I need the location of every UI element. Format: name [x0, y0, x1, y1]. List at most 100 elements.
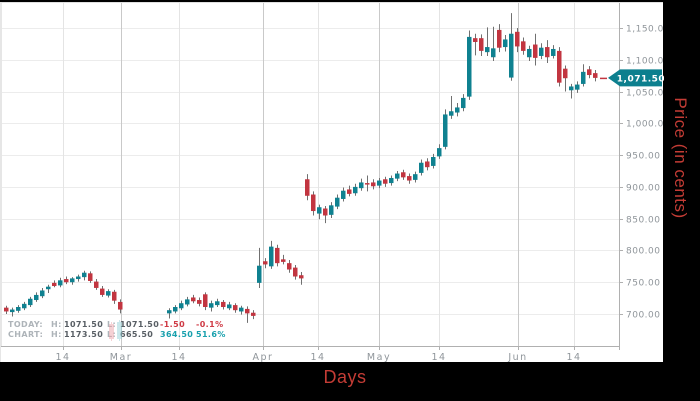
candle-up	[395, 173, 400, 179]
candle-up	[22, 303, 27, 309]
candle-down	[383, 179, 388, 184]
candle-up	[341, 190, 346, 199]
legend-low-key: L:	[107, 320, 116, 329]
x-tick-label: 14	[310, 352, 325, 363]
candle-up	[431, 157, 436, 166]
candle-up	[461, 97, 466, 109]
legend-today-low: 1071.50	[120, 320, 160, 329]
x-tick-label: 14	[566, 352, 581, 363]
candle-down	[64, 279, 69, 283]
candle-down	[533, 44, 538, 58]
candle-up	[359, 182, 364, 189]
candle-down	[118, 301, 123, 310]
candle-up	[581, 71, 586, 84]
candle-up	[167, 310, 172, 314]
candle-up	[317, 207, 322, 214]
candle-up	[173, 307, 178, 312]
candle-up	[106, 291, 111, 296]
legend-chart-range-pct: 51.6%	[196, 330, 226, 339]
legend-high-key: H:	[51, 330, 62, 339]
candle-up	[467, 36, 472, 97]
y-axis-title: Price (in cents)	[671, 97, 690, 219]
candle-up	[269, 246, 274, 267]
candle-down	[287, 263, 292, 270]
candle-down	[473, 38, 478, 42]
candle-up	[491, 48, 496, 58]
legend-today-change-pct: -0.1%	[196, 320, 224, 329]
legend-chart-label: CHART:	[8, 330, 44, 339]
candle-up	[34, 294, 39, 301]
x-tick-label: Mar	[110, 352, 132, 363]
y-tick-label: 1,050.00	[626, 89, 664, 99]
candle-down	[275, 247, 280, 264]
candle-up	[485, 47, 490, 53]
candle-up	[257, 265, 262, 283]
candle-up	[437, 148, 442, 157]
candle-up	[575, 84, 580, 90]
x-tick-label: Apr	[253, 352, 274, 363]
candle-up	[209, 303, 214, 308]
legend-row-today: TODAY: H: 1071.50 L: 1071.50 -1.50 -0.1%	[8, 320, 248, 330]
candle-down	[299, 275, 304, 279]
candle-up	[449, 111, 454, 116]
candle-down	[52, 282, 57, 287]
legend-today-label: TODAY:	[8, 320, 44, 329]
candle-up	[70, 278, 75, 283]
candle-down	[323, 208, 328, 216]
y-tick-label: 1,150.00	[626, 25, 664, 35]
candle-up	[28, 298, 33, 306]
candle-up	[16, 307, 21, 311]
candle-down	[263, 261, 268, 265]
candle-down	[557, 50, 562, 83]
y-tick-label: 800.00	[626, 247, 661, 257]
candle-down	[191, 297, 196, 302]
candle-down	[293, 267, 298, 277]
candle-up	[551, 48, 556, 56]
candle-up	[413, 174, 418, 180]
legend-low-key: L:	[107, 330, 116, 339]
legend-chart-low: 665.50	[120, 330, 154, 339]
candle-down	[425, 161, 430, 168]
x-tick-label: 14	[431, 352, 446, 363]
candle-down	[197, 300, 202, 304]
candle-down	[112, 291, 117, 301]
candle-up	[76, 276, 81, 280]
candle-down	[251, 312, 256, 316]
candlestick-chart[interactable]: 700.00 750.00 800.00 850.00 900.00 950.00 1,00…	[1, 3, 664, 363]
y-tick-label: 850.00	[626, 216, 661, 226]
candle-up	[455, 107, 460, 113]
candle-up	[419, 162, 424, 173]
candle-up	[239, 307, 244, 312]
candle-up	[539, 47, 544, 56]
x-tick-label: Jun	[507, 352, 527, 363]
candle-down	[281, 259, 286, 262]
candle-up	[509, 33, 514, 78]
y-tick-label: 700.00	[626, 311, 661, 321]
y-tick-label: 1,000.00	[626, 120, 664, 130]
candle-down	[563, 68, 568, 79]
candle-up	[353, 186, 358, 194]
x-tick-label: May	[367, 352, 391, 363]
legend-chart-range: 364.50	[160, 330, 194, 339]
candle-down	[233, 305, 238, 311]
candle-up	[329, 205, 334, 215]
candle-down	[497, 29, 502, 48]
candle-down	[347, 189, 352, 194]
candle-up	[443, 114, 448, 147]
candle-up	[10, 309, 15, 313]
candle-down	[521, 41, 526, 51]
candle-down	[593, 73, 598, 78]
x-tick-label: 14	[55, 352, 70, 363]
x-axis-title: Days	[323, 367, 367, 387]
x-tick-label: 14	[171, 352, 186, 363]
candle-down	[100, 288, 105, 295]
candle-down	[305, 179, 310, 196]
candle-up	[215, 301, 220, 306]
current-price-label: 1,071.50	[617, 74, 664, 84]
chart-panel: 700.00 750.00 800.00 850.00 900.00 950.00 1,00…	[0, 2, 664, 363]
candle-down	[365, 183, 370, 185]
candle-down	[311, 194, 316, 212]
candle-down	[221, 301, 226, 308]
candle-up	[46, 286, 51, 290]
